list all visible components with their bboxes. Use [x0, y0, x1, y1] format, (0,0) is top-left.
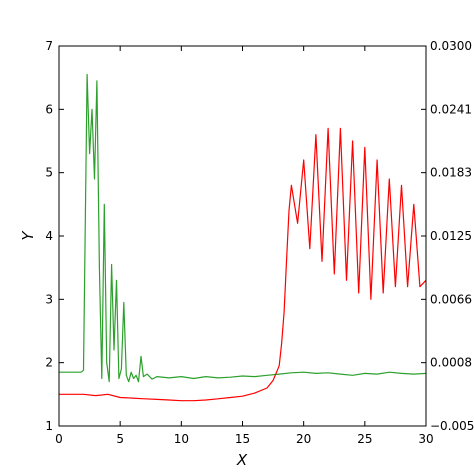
series-layer	[59, 73, 427, 402]
x-tick-label: 15	[235, 432, 250, 446]
x-tick-label: 25	[357, 432, 372, 446]
x-axis-label: X	[236, 451, 248, 469]
x-tick-label: 0	[55, 432, 63, 446]
x-tick-label: 20	[296, 432, 311, 446]
y-left-tick-label: 5	[45, 166, 53, 180]
y-right-tick-label: 0.0241	[430, 102, 472, 116]
y-left-tick-label: 3	[45, 292, 53, 306]
y-right-tick-label: 0.0125	[430, 229, 472, 243]
y-axis-label: Y	[19, 230, 37, 241]
series-line-2	[59, 127, 427, 402]
y-left-tick-label: 4	[45, 229, 53, 243]
y-right-tick-label: 0.0183	[430, 166, 472, 180]
y-left-tick-label: 6	[45, 102, 53, 116]
x-tick-label: 5	[116, 432, 124, 446]
x-tick-label: 30	[418, 432, 433, 446]
series-line-1	[59, 73, 427, 383]
y-right-tick-label: 0.0300	[430, 39, 472, 53]
x-tick-label: 10	[174, 432, 189, 446]
y-left-tick-label: 7	[45, 39, 53, 53]
y-right-tick-label: 0.0008	[430, 356, 472, 370]
y-left-tick-label: 1	[45, 419, 53, 433]
y-left-tick-label: 2	[45, 356, 53, 370]
plot-frame	[58, 45, 427, 427]
y-right-tick-label: 0.0066	[430, 292, 472, 306]
